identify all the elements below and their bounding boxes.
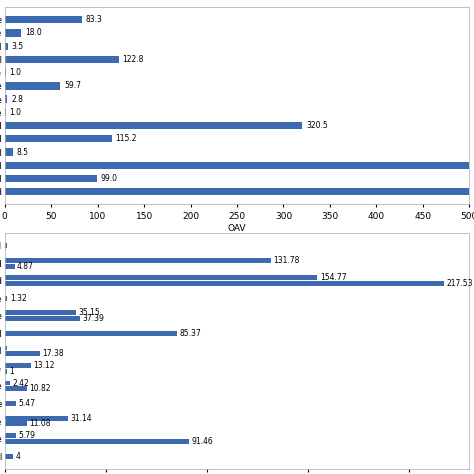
Text: 115.2: 115.2 — [116, 134, 137, 143]
Bar — [5, 16, 82, 23]
Bar — [5, 421, 27, 427]
Bar — [5, 381, 9, 385]
Text: 18.0: 18.0 — [25, 28, 42, 37]
Bar — [5, 122, 302, 129]
Text: 91.46: 91.46 — [192, 437, 214, 446]
Bar — [5, 346, 7, 350]
Bar — [5, 162, 469, 169]
Text: 31.14: 31.14 — [70, 413, 91, 422]
Text: 3.5: 3.5 — [12, 42, 24, 51]
Bar — [5, 135, 112, 143]
Text: 2.8: 2.8 — [11, 95, 23, 104]
Bar — [5, 56, 119, 63]
Bar — [5, 109, 6, 116]
Text: 131.78: 131.78 — [273, 256, 300, 265]
Text: 13.12: 13.12 — [34, 361, 55, 370]
Bar — [5, 188, 469, 195]
Text: 2.42: 2.42 — [12, 379, 29, 388]
Bar — [5, 433, 17, 438]
Text: 217.53: 217.53 — [447, 279, 473, 288]
Bar — [5, 148, 13, 155]
Bar — [5, 416, 68, 420]
Text: 11.08: 11.08 — [29, 419, 51, 428]
Bar — [5, 258, 271, 263]
Bar — [5, 95, 7, 103]
Text: 85.37: 85.37 — [180, 329, 201, 338]
Text: 99.0: 99.0 — [100, 174, 118, 183]
Text: 1.0: 1.0 — [9, 108, 21, 117]
Bar — [5, 351, 40, 356]
X-axis label: OAV: OAV — [228, 224, 246, 233]
Text: 17.38: 17.38 — [42, 349, 64, 358]
Bar — [5, 264, 15, 269]
Text: 59.7: 59.7 — [64, 82, 81, 91]
Bar — [5, 296, 8, 301]
Bar — [5, 316, 80, 321]
Bar — [5, 310, 76, 315]
Text: 35.15: 35.15 — [78, 309, 100, 318]
Bar — [5, 175, 97, 182]
Bar — [5, 69, 6, 76]
Bar — [5, 331, 177, 336]
Text: 5.47: 5.47 — [18, 399, 35, 408]
Bar — [5, 401, 16, 406]
Bar — [5, 369, 7, 374]
Text: 5.79: 5.79 — [19, 431, 36, 440]
Bar — [5, 281, 444, 286]
Bar — [5, 439, 190, 444]
Text: 10.82: 10.82 — [29, 384, 51, 393]
Bar — [5, 454, 13, 458]
Bar — [5, 386, 27, 392]
Bar — [5, 29, 21, 36]
Bar — [5, 82, 60, 90]
Text: (a): (a) — [228, 260, 246, 273]
Bar — [5, 43, 8, 50]
Text: 1.32: 1.32 — [10, 294, 27, 303]
Text: 4: 4 — [15, 452, 20, 461]
Text: 1: 1 — [9, 367, 14, 376]
Text: 8.5: 8.5 — [16, 147, 28, 156]
Text: 320.5: 320.5 — [306, 121, 328, 130]
Text: 83.3: 83.3 — [86, 15, 103, 24]
Text: 4.87: 4.87 — [17, 262, 34, 271]
Bar — [5, 275, 317, 280]
Text: 37.39: 37.39 — [82, 314, 105, 323]
Text: 1.0: 1.0 — [9, 68, 21, 77]
Bar — [5, 363, 31, 368]
Bar — [5, 243, 7, 248]
Text: 122.8: 122.8 — [123, 55, 144, 64]
Text: 154.77: 154.77 — [320, 273, 346, 283]
